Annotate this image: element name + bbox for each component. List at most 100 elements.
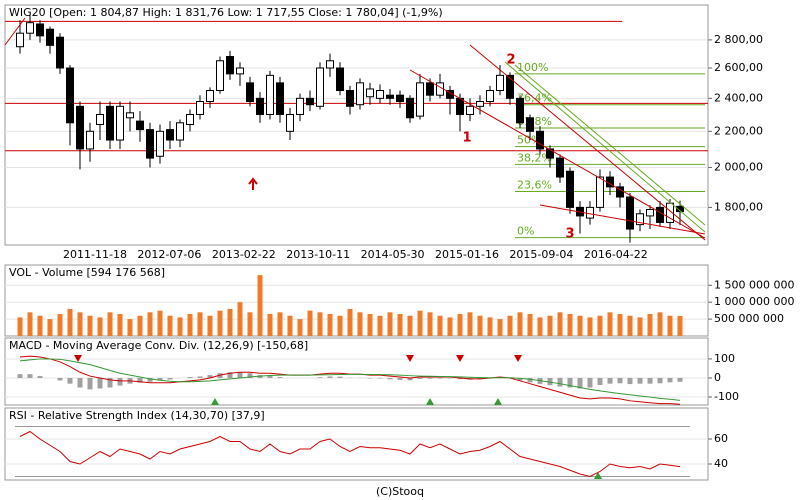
bar [327, 314, 333, 336]
histogram-bar [647, 377, 653, 384]
candle-body [166, 129, 174, 141]
histogram-bar [407, 377, 413, 381]
bar [287, 315, 293, 336]
candle-body [466, 105, 474, 115]
y-tick-label: 100 [714, 352, 735, 365]
sell-marker [514, 355, 522, 362]
candle-body [96, 113, 104, 125]
candle-body [636, 213, 644, 226]
candle-body [346, 90, 354, 107]
candle-body [676, 205, 684, 213]
bar [187, 314, 193, 336]
histogram-bar [157, 377, 163, 381]
candle-body [236, 67, 244, 75]
bar [17, 317, 23, 336]
y-tick-label: 0 [714, 371, 721, 384]
candle-body [566, 170, 574, 208]
histogram-bar [567, 377, 573, 388]
candle-body [496, 74, 504, 92]
bar [607, 312, 613, 336]
bar [277, 312, 283, 336]
x-tick-label: 2013-02-22 [212, 248, 276, 261]
histogram-bar [667, 377, 673, 383]
panel-title: WIG20 [Open: 1 804,87 High: 1 831,76 Low… [9, 6, 443, 19]
bar [337, 315, 343, 336]
candle-body [176, 122, 184, 141]
buy-marker [494, 398, 502, 405]
bar [377, 315, 383, 336]
bar [547, 315, 553, 336]
candle-body [106, 105, 114, 141]
histogram-bar [607, 377, 613, 384]
panel-title: VOL - Volume [594 176 568] [9, 266, 165, 279]
candle-body [626, 196, 634, 230]
bar [227, 308, 233, 336]
bar [677, 315, 683, 336]
y-tick-label: 1 500 000 000 [714, 278, 794, 291]
histogram-bar [187, 377, 193, 378]
macd-panel [4, 337, 709, 406]
histogram-bar [327, 376, 333, 378]
y-tick-label: 2 600,00 [714, 61, 763, 74]
y-tick-label: 1 800,00 [714, 200, 763, 213]
trend-line [514, 64, 706, 226]
candle-body [86, 130, 94, 150]
histogram-bar [427, 377, 433, 379]
candle-body [546, 148, 554, 159]
sell-marker [74, 355, 82, 362]
annotation: 3 [565, 227, 574, 242]
candle-body [326, 60, 334, 69]
y-tick-label: 500 000 000 [714, 312, 784, 325]
y-tick-label: 40 [714, 457, 728, 470]
bar [427, 312, 433, 336]
candle-body [76, 105, 84, 150]
histogram-bar [417, 377, 423, 379]
bar [387, 312, 393, 336]
line [19, 358, 681, 401]
candle-body [196, 101, 204, 115]
panel-title: MACD - Moving Average Conv. Div. (12,26,… [9, 339, 308, 352]
candle-body [296, 97, 304, 115]
candle-body [16, 32, 24, 48]
fibonacci-label: 23,6% [517, 179, 552, 192]
candle-body [376, 90, 384, 99]
candle-body [656, 206, 664, 223]
candle-body [26, 22, 34, 34]
bar [397, 314, 403, 336]
bar [57, 314, 63, 336]
buy-marker [211, 398, 219, 405]
histogram-bar [617, 377, 623, 384]
candle-body [206, 90, 214, 103]
fibonacci-label: 50% [517, 134, 541, 147]
bar [137, 315, 143, 336]
y-tick-label: -100 [714, 390, 739, 403]
candle-body [316, 67, 324, 107]
x-tick-label: 2015-09-04 [509, 248, 573, 261]
candle-body [46, 28, 54, 46]
histogram-bar [107, 377, 113, 388]
candle-body [226, 56, 234, 75]
bar [47, 319, 53, 336]
candle-body [666, 202, 674, 223]
bar [527, 314, 533, 336]
candle-body [136, 120, 144, 131]
bar [447, 317, 453, 336]
marks: WIG20 [Open: 1 804,87 High: 1 831,76 Low… [5, 6, 794, 478]
bar [617, 314, 623, 336]
candle-body [216, 60, 224, 92]
histogram-bar [137, 377, 143, 383]
histogram-bar [377, 377, 383, 379]
histogram-bar [397, 377, 403, 380]
histogram-bar [227, 372, 233, 378]
bar [567, 314, 573, 336]
histogram-bar [337, 376, 343, 378]
histogram-bar [657, 377, 663, 384]
bar [247, 312, 253, 336]
x-tick-label: 2012-07-06 [137, 248, 201, 261]
bar [497, 319, 503, 336]
bar [37, 315, 43, 336]
bar [67, 308, 73, 336]
bar [477, 315, 483, 336]
x-tick-label: 2014-05-30 [361, 248, 425, 261]
histogram-bar [637, 377, 643, 384]
